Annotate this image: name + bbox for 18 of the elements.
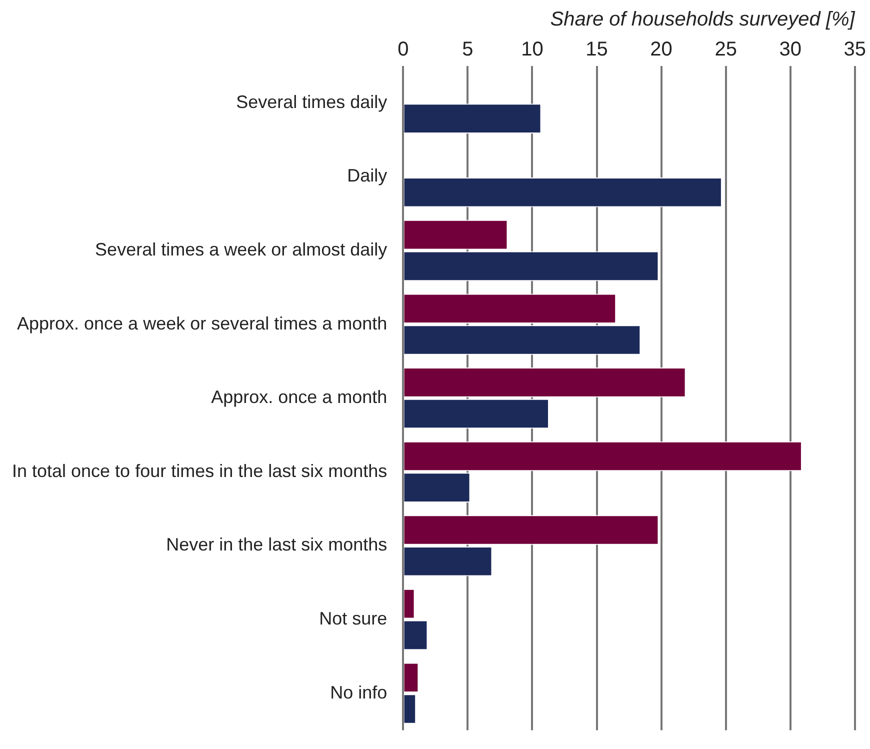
x-axis-title: Share of households surveyed [%]	[550, 8, 856, 31]
y-tick-label: Daily	[347, 166, 388, 186]
x-tick-label: 15	[586, 38, 608, 61]
y-tick-label: Never in the last six months	[166, 534, 388, 555]
x-tick-label: 35	[844, 38, 866, 61]
y-tick-label: Not sure	[319, 608, 388, 628]
x-tick-label: 10	[521, 38, 544, 61]
y-tick-label: Several times a week or almost daily	[95, 239, 388, 260]
y-tick-label: Approx. once a week or several times a month	[16, 313, 388, 334]
x-tick-label: 5	[462, 38, 474, 61]
x-tick-label: 20	[650, 38, 672, 61]
y-tick-label: In total once to four times in the last six months	[12, 460, 388, 481]
y-tick-label: Several times daily	[236, 92, 388, 112]
x-tick-label: 25	[714, 38, 737, 61]
y-tick-label: No info	[330, 682, 388, 702]
x-tick-label: 0	[398, 38, 409, 61]
y-tick-label: Approx. once a month	[211, 387, 388, 408]
x-tick-label: 30	[779, 38, 802, 61]
